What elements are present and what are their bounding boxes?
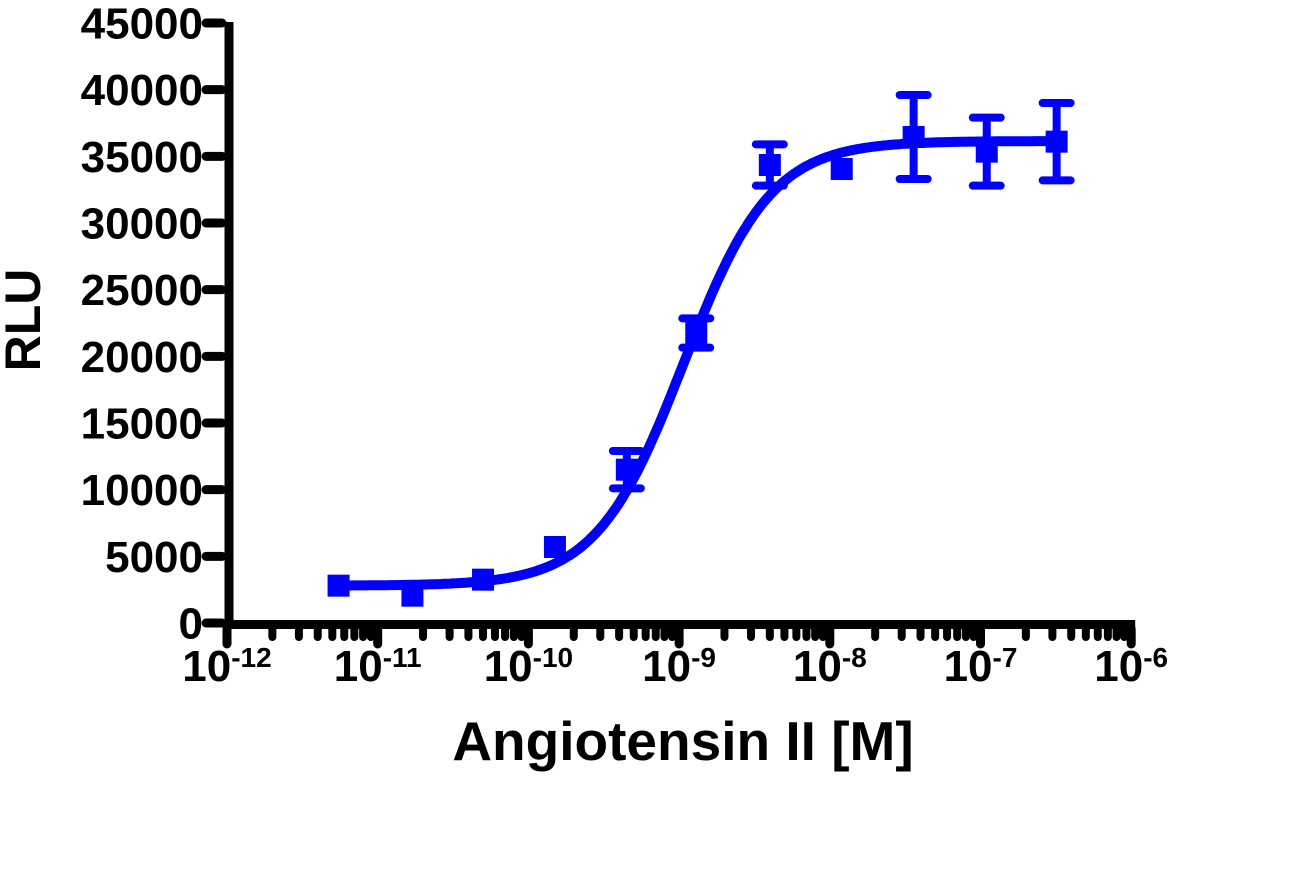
y-axis-title: RLU: [0, 269, 51, 372]
data-point-marker: [1045, 130, 1068, 153]
y-tick-label: 20000: [81, 333, 203, 382]
data-point-marker: [401, 584, 424, 607]
x-tick-label: 10-8: [793, 642, 867, 691]
y-tick-label: 30000: [81, 200, 203, 249]
x-tick-label: 10-6: [1094, 642, 1168, 691]
x-axis-title: Angiotensin II [M]: [452, 710, 913, 772]
y-tick-label: 25000: [81, 266, 203, 315]
y-tick-label: 35000: [81, 133, 203, 182]
data-point-marker: [830, 158, 853, 180]
data-point-markers: [327, 126, 1068, 607]
axes: [224, 22, 1136, 629]
y-tick-label: 45000: [81, 0, 203, 49]
x-tick-label: 10-7: [944, 642, 1018, 691]
x-tick-label: 10-9: [642, 642, 716, 691]
data-point-marker: [472, 568, 495, 591]
tick-marks: [201, 18, 1136, 649]
x-tick-label: 10-12: [182, 642, 271, 691]
data-point-marker: [615, 458, 638, 481]
data-point-marker: [685, 322, 708, 344]
y-tick-label: 5000: [105, 533, 203, 582]
data-point-marker: [975, 140, 998, 163]
fit-curve-path: [333, 136, 1061, 591]
y-tick-label: 15000: [81, 400, 203, 449]
y-tick-label: 0: [179, 600, 203, 649]
y-tick-label: 10000: [81, 466, 203, 515]
y-tick-label: 40000: [81, 66, 203, 115]
tick-labels: 0 5000 10000 15000 20000 25000 30000 35000 40000…: [81, 0, 1168, 691]
x-tick-label: 10-11: [334, 642, 422, 691]
x-tick-label: 10-10: [484, 642, 573, 691]
fit-curve: [333, 136, 1061, 591]
data-point-marker: [758, 154, 781, 176]
data-point-marker: [327, 574, 350, 597]
data-point-marker: [902, 126, 925, 148]
data-point-marker: [543, 536, 566, 558]
